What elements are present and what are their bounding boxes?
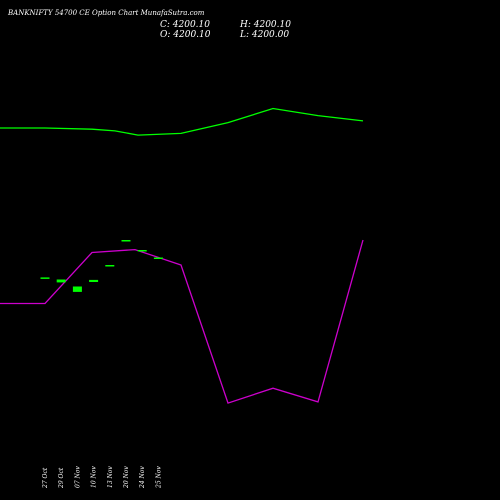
candle-20-nov xyxy=(121,240,131,242)
indicator-lines xyxy=(0,107,364,404)
x-tick-label: 13 Nov xyxy=(107,466,114,488)
candle-10-nov xyxy=(89,279,99,282)
open-value: O: 4200.10 xyxy=(160,30,211,40)
green-indicator-line xyxy=(0,107,364,136)
candle-07-nov xyxy=(72,286,82,292)
x-tick-label: 29 Oct xyxy=(58,467,65,489)
x-tick-label: 25 Nov xyxy=(155,466,162,489)
x-tick-label: 27 Oct xyxy=(42,467,49,489)
chart-title: BANKNIFTY 54700 CE Option Chart MunafaSu… xyxy=(7,9,205,17)
candle-29-oct xyxy=(56,279,66,283)
high-value: H: 4200.10 xyxy=(239,20,291,30)
low-value: L: 4200.00 xyxy=(239,30,289,40)
candles xyxy=(40,240,163,292)
x-tick-label: 07 Nov xyxy=(74,466,81,488)
magenta-indicator-line xyxy=(0,239,364,404)
candle-13-nov xyxy=(105,265,115,267)
x-tick-label: 24 Nov xyxy=(139,466,146,489)
x-tick-label: 10 Nov xyxy=(91,466,98,488)
candle-24-nov xyxy=(137,250,147,252)
x-axis-ticks: 27 Oct 29 Oct 07 Nov 10 Nov 13 Nov 20 Nov 24 N… xyxy=(42,466,162,489)
x-tick-label: 20 Nov xyxy=(123,466,130,489)
candle-27-oct xyxy=(40,277,50,279)
close-value: C: 4200.10 xyxy=(160,20,210,30)
candle-25-nov xyxy=(153,257,163,259)
